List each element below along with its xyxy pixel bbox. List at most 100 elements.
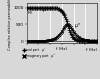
Point: [61, 31, 62, 32]
Point: [80, 38, 82, 39]
Point: [84, 39, 85, 40]
Point: [53, 38, 55, 40]
Point: [42, 7, 43, 8]
Point: [41, 7, 42, 8]
Point: [56, 37, 57, 38]
Point: [59, 8, 60, 10]
Point: [32, 7, 33, 8]
Point: [86, 40, 87, 42]
Point: [32, 40, 34, 42]
Point: [85, 40, 87, 42]
Point: [88, 40, 90, 41]
Point: [32, 7, 34, 8]
Point: [67, 24, 69, 25]
Point: [93, 40, 94, 41]
Point: [42, 40, 43, 41]
Point: [57, 8, 58, 9]
Point: [34, 7, 35, 8]
Point: [89, 40, 90, 41]
Point: [74, 38, 75, 40]
Point: [87, 40, 89, 42]
Point: [35, 7, 37, 8]
Point: [52, 38, 54, 40]
Point: [72, 30, 74, 31]
Point: [53, 7, 55, 9]
Point: [40, 40, 42, 41]
Point: [80, 40, 82, 41]
Point: [70, 27, 72, 28]
Point: [81, 38, 82, 40]
Point: [96, 40, 97, 42]
Point: [57, 8, 59, 9]
Text: $\mu'$: $\mu'$: [42, 6, 48, 15]
Point: [73, 31, 74, 33]
Point: [88, 40, 90, 42]
Point: [94, 40, 96, 42]
Point: [66, 24, 67, 25]
X-axis label: f (Hz): f (Hz): [56, 47, 68, 51]
Point: [79, 38, 81, 39]
Point: [94, 40, 95, 42]
Point: [47, 7, 49, 8]
Point: [69, 30, 70, 31]
Point: [96, 40, 98, 42]
Point: [71, 28, 72, 29]
Text: $\mu_0$: $\mu_0$: [27, 9, 34, 17]
Point: [90, 40, 92, 41]
Point: [45, 7, 47, 8]
Point: [26, 40, 28, 42]
Point: [95, 40, 97, 42]
Point: [27, 40, 29, 42]
Point: [74, 39, 76, 40]
Point: [64, 16, 66, 18]
Point: [66, 21, 67, 22]
Point: [58, 35, 60, 36]
Point: [34, 40, 36, 42]
Point: [91, 40, 92, 41]
Point: [33, 7, 35, 8]
Point: [82, 40, 83, 42]
Point: [36, 7, 38, 8]
Point: [26, 7, 28, 8]
Point: [89, 40, 91, 41]
Point: [49, 39, 51, 41]
Point: [54, 38, 55, 39]
Point: [39, 7, 40, 8]
Point: [47, 40, 48, 41]
Point: [62, 30, 63, 31]
Point: [27, 7, 28, 8]
Point: [27, 40, 28, 42]
Point: [93, 40, 94, 42]
Point: [77, 40, 79, 41]
Point: [59, 9, 61, 10]
Point: [40, 7, 42, 8]
Point: [74, 33, 76, 35]
Point: [82, 39, 84, 40]
Point: [42, 40, 44, 41]
Point: [33, 40, 35, 42]
Point: [45, 40, 47, 41]
Point: [54, 38, 56, 39]
Point: [37, 7, 38, 8]
Point: [69, 32, 71, 33]
Point: [86, 40, 87, 41]
Point: [95, 40, 97, 42]
Point: [48, 7, 50, 8]
Point: [90, 40, 92, 42]
Point: [48, 40, 50, 41]
Point: [74, 32, 75, 34]
Point: [78, 37, 80, 38]
Point: [94, 40, 95, 42]
Point: [31, 7, 32, 8]
Point: [81, 40, 82, 42]
Point: [36, 40, 38, 42]
Point: [47, 7, 48, 8]
Point: [57, 36, 58, 37]
Point: [72, 29, 73, 30]
Point: [47, 40, 49, 41]
Point: [73, 38, 74, 39]
Point: [76, 36, 78, 37]
Point: [79, 40, 81, 41]
Text: f (Hz): f (Hz): [86, 47, 97, 52]
Point: [75, 39, 77, 40]
